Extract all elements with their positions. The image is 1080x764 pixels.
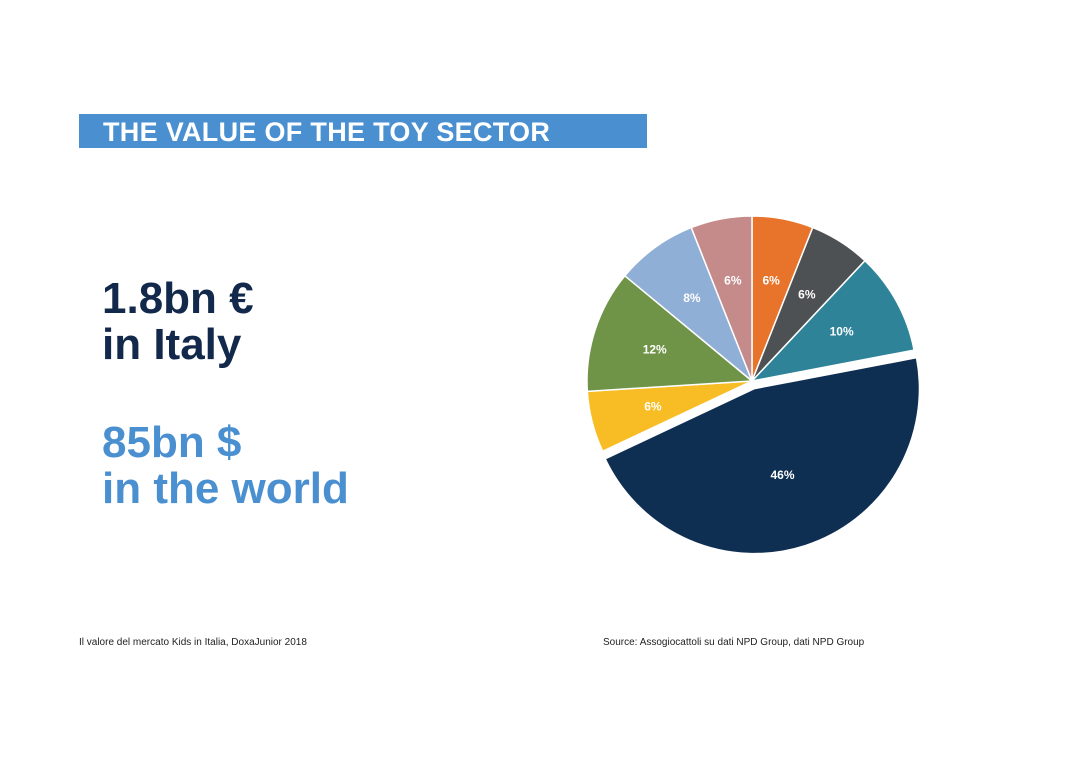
pie-label-2: 6% — [798, 288, 816, 302]
italy-value: 1.8bn € — [102, 274, 254, 323]
pie-label-6: 12% — [643, 342, 667, 356]
pie-slice-3 — [749, 259, 915, 383]
title-banner: THE VALUE OF THE TOY SECTOR — [79, 114, 647, 148]
pie-label-3: 10% — [830, 325, 854, 339]
italy-caption: in Italy — [102, 320, 242, 369]
pie-label-1: 6% — [762, 274, 780, 288]
pie-label-7: 8% — [683, 291, 701, 305]
pie-slice-8 — [690, 215, 753, 382]
world-caption: in the world — [102, 464, 349, 513]
italy-stat: 1.8bn € in Italy — [102, 276, 254, 368]
world-stat: 85bn $ in the world — [102, 420, 349, 512]
pie-chart: 6% 6% 10% 46% 6% 12% 8% 6% — [586, 215, 921, 555]
world-value: 85bn $ — [102, 418, 242, 467]
pie-slice-6 — [586, 274, 754, 393]
pie-slice-4 — [604, 356, 921, 555]
pie-label-5: 6% — [644, 399, 662, 413]
pie-label-8: 6% — [724, 274, 742, 288]
page-title: THE VALUE OF THE TOY SECTOR — [103, 117, 551, 147]
pie-label-4: 46% — [770, 468, 794, 482]
footnote-source: Source: Assogiocattoli su dati NPD Group… — [603, 637, 865, 648]
footnote-left: Il valore del mercato Kids in Italia, Do… — [79, 637, 307, 648]
